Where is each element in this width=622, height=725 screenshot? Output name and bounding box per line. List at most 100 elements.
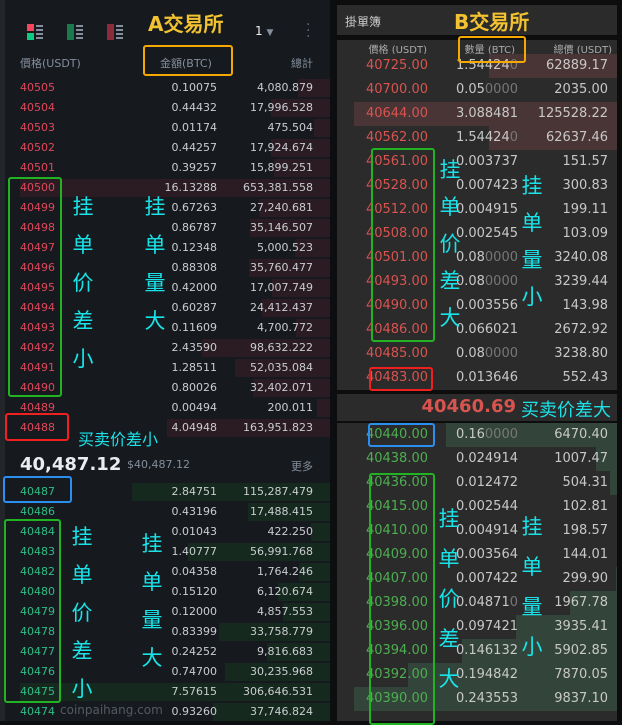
total: 5,000.523	[257, 241, 313, 254]
total: 552.43	[562, 370, 609, 385]
bid-row[interactable]: 40486 0.43196 17,488.415	[5, 502, 330, 522]
bid-row[interactable]: 40415.00 0.002544 102.81	[337, 495, 617, 519]
highlight-bid-prices-b	[369, 473, 435, 725]
depth-bar	[596, 447, 617, 471]
ask-row[interactable]: 40501 0.39257 15,899.251	[5, 158, 330, 178]
ask-row[interactable]: 40489 0.00494 200.011	[5, 398, 330, 418]
ask-row[interactable]: 40494 0.60287 24,412.437	[5, 298, 330, 318]
layout-bids-icon[interactable]	[67, 24, 85, 40]
bid-row[interactable]: 40392.00 0.194842 7870.05	[337, 663, 617, 687]
bid-row[interactable]: 40407.00 0.007422 299.90	[337, 567, 617, 591]
ask-row[interactable]: 40561.00 0.003737 151.57	[337, 150, 617, 174]
ask-row[interactable]: 40499 0.67263 27,240.681	[5, 198, 330, 218]
ask-row[interactable]: 40493 0.11609 4,700.772	[5, 318, 330, 338]
ask-row[interactable]: 40495 0.42000 17,007.749	[5, 278, 330, 298]
ask-row[interactable]: 40512.00 0.004915 199.11	[337, 198, 617, 222]
bid-row[interactable]: 40487 2.84751 115,287.479	[5, 482, 330, 502]
ask-row[interactable]: 40497 0.12348 5,000.523	[5, 238, 330, 258]
ask-row[interactable]: 40528.00 0.007423 300.83	[337, 174, 617, 198]
bid-row[interactable]: 40398.00 0.048710 1967.78	[337, 591, 617, 615]
ask-row[interactable]: 40644.00 3.088481 125528.22	[337, 102, 617, 126]
bid-row[interactable]: 40394.00 0.146132 5902.85	[337, 639, 617, 663]
ask-row[interactable]: 40496 0.88308 35,760.477	[5, 258, 330, 278]
ask-row[interactable]: 40503 0.01174 475.504	[5, 118, 330, 138]
last-price: 40460.69	[421, 396, 516, 417]
bid-row[interactable]: 40475 7.57615 306,646.531	[5, 682, 330, 702]
total: 9837.10	[554, 691, 608, 706]
total: 2672.92	[554, 322, 608, 337]
bid-row[interactable]: 40410.00 0.004914 198.57	[337, 519, 617, 543]
ask-row[interactable]: 40498 0.86787 35,146.507	[5, 218, 330, 238]
ask-row[interactable]: 40485.00 0.080000 3238.80	[337, 342, 617, 366]
price: 40480	[20, 585, 55, 598]
precision-select[interactable]: 1 ▼	[255, 24, 273, 38]
price: 40492	[20, 341, 55, 354]
total: 103.09	[562, 226, 609, 241]
depth-bar	[20, 683, 330, 701]
bid-row[interactable]: 40476 0.74700 30,235.968	[5, 662, 330, 682]
more-link[interactable]: 更多	[291, 460, 313, 473]
price: 40495	[20, 281, 55, 294]
bid-row[interactable]: 40438.00 0.024914 1007.47	[337, 447, 617, 471]
more-options-icon[interactable]: · · ·	[306, 17, 311, 45]
amount: 0.86787	[171, 221, 218, 234]
ask-row[interactable]: 40483.00 0.013646 552.43	[337, 366, 617, 390]
precision-value: 1	[255, 24, 263, 38]
ask-row[interactable]: 40493.00 0.080000 3239.44	[337, 270, 617, 294]
amount: 0.066021	[455, 322, 518, 337]
bid-row[interactable]: 40440.00 0.160000 6470.40	[337, 423, 617, 447]
ask-row[interactable]: 40562.00 1.544240 62637.46	[337, 126, 617, 150]
amount: 0.003737	[455, 154, 518, 169]
amount: 0.39257	[171, 161, 218, 174]
ask-row[interactable]: 40486.00 0.066021 2672.92	[337, 318, 617, 342]
bid-row[interactable]: 40484 0.01043 422.250	[5, 522, 330, 542]
depth-bar	[213, 703, 330, 721]
depth-bar	[234, 359, 330, 377]
amount: 16.13288	[164, 181, 218, 194]
ask-row[interactable]: 40502 0.44257 17,924.674	[5, 138, 330, 158]
total: 6470.40	[554, 427, 608, 442]
bid-row[interactable]: 40409.00 0.003564 144.01	[337, 543, 617, 567]
bid-row[interactable]: 40396.00 0.097421 3935.41	[337, 615, 617, 639]
ask-row[interactable]: 40492 2.43590 98,632.222	[5, 338, 330, 358]
bid-row[interactable]: 40480 0.15120 6,120.674	[5, 582, 330, 602]
price: 40486	[20, 505, 55, 518]
bid-row[interactable]: 40477 0.24252 9,816.683	[5, 642, 330, 662]
total: 27,240.681	[250, 201, 313, 214]
price: 40487	[20, 485, 55, 498]
total: 1967.78	[554, 595, 608, 610]
ask-row[interactable]: 40491 1.28511 52,035.084	[5, 358, 330, 378]
ask-row[interactable]: 40490 0.80026 32,402.071	[5, 378, 330, 398]
bid-row[interactable]: 40483 1.40777 56,991.768	[5, 542, 330, 562]
amount: 2.43590	[171, 341, 218, 354]
layout-asks-icon[interactable]	[107, 24, 125, 40]
depth-bar	[446, 423, 617, 447]
col-total: 總計	[291, 57, 313, 70]
ask-row[interactable]: 40505 0.10075 4,080.879	[5, 78, 330, 98]
amount: 0.004914	[455, 523, 518, 538]
ask-row[interactable]: 40488 4.04948 163,951.823	[5, 418, 330, 438]
bid-row[interactable]: 40482 0.04358 1,764.246	[5, 562, 330, 582]
depth-bar	[224, 663, 330, 681]
bid-row[interactable]: 40474 0.93260 37,746.824	[5, 702, 330, 722]
total: 37,746.824	[250, 705, 313, 718]
layout-both-icon[interactable]	[27, 24, 45, 40]
ask-row[interactable]: 40700.00 0.050000 2035.00	[337, 78, 617, 102]
col-amount: 金額(BTC)	[160, 57, 212, 70]
bid-row[interactable]: 40436.00 0.012472 504.31	[337, 471, 617, 495]
depth-bar	[20, 179, 330, 197]
price: 40396.00	[365, 619, 428, 634]
bid-row[interactable]: 40478 0.83399 33,758.779	[5, 622, 330, 642]
bid-row[interactable]: 40479 0.12000 4,857.553	[5, 602, 330, 622]
ask-row[interactable]: 40490.00 0.003556 143.98	[337, 294, 617, 318]
price: 40482	[20, 565, 55, 578]
ask-row[interactable]: 40500 16.13288 653,381.558	[5, 178, 330, 198]
bid-row[interactable]: 40390.00 0.243553 9837.10	[337, 687, 617, 711]
amount: 0.003564	[455, 547, 518, 562]
ask-row[interactable]: 40508.00 0.002545 103.09	[337, 222, 617, 246]
total: 115,287.479	[243, 485, 313, 498]
highlight-best-bid-a	[3, 476, 72, 503]
price: 40440.00	[365, 427, 428, 442]
ask-row[interactable]: 40504 0.44432 17,996.528	[5, 98, 330, 118]
ask-row[interactable]: 40501.00 0.080000 3240.08	[337, 246, 617, 270]
